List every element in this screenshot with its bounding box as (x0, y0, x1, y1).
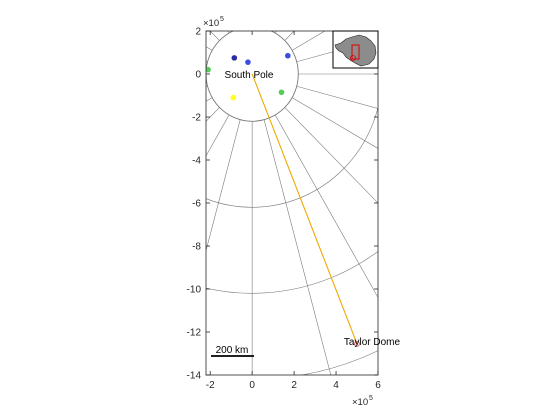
svg-text:×10: ×10 (203, 18, 219, 29)
x-tick-label: 2 (291, 380, 297, 391)
y-tick-label: -4 (192, 156, 201, 167)
antarctica-landmass (334, 34, 377, 67)
svg-text:5: 5 (369, 395, 373, 402)
axes-frame (205, 30, 379, 376)
meridian-line (296, 85, 378, 109)
meridian-line (206, 114, 230, 157)
station-point (285, 52, 291, 59)
station-point (230, 94, 237, 101)
taylor-dome-marker (354, 340, 360, 347)
meridian-line (263, 119, 332, 375)
y-axis-multiplier: ×10 5 (203, 16, 224, 29)
x-axis-multiplier: ×10 5 (352, 395, 373, 408)
y-tick-label: -14 (187, 371, 202, 382)
svg-text:5: 5 (220, 16, 224, 23)
axes (205, 30, 379, 376)
scale-bar: 200 km (211, 345, 254, 357)
station-point (206, 66, 211, 73)
meridian-line (284, 107, 378, 204)
pole-label: South Pole (225, 70, 274, 81)
meridian-line (274, 31, 277, 34)
meridian-line (206, 61, 208, 63)
station-point (245, 59, 251, 65)
y-tick-label: -2 (192, 113, 201, 124)
meridian-line (264, 0, 361, 28)
x-tick-label: 0 (249, 380, 255, 391)
scale-bar-label: 200 km (216, 345, 249, 356)
y-tick-label: 0 (195, 70, 201, 81)
meridian-line (206, 97, 213, 102)
meridian-line (144, 0, 241, 28)
meridian-line (209, 31, 220, 41)
meridian-line (227, 31, 230, 34)
meridian-line (206, 85, 208, 87)
station-point (278, 89, 285, 96)
meridian-line (284, 31, 295, 41)
site-label: Taylor Dome (344, 337, 401, 348)
x-tick-label: 4 (333, 380, 339, 391)
antarctica-locator-inset (332, 30, 379, 69)
x-tick-label: 6 (375, 380, 381, 391)
meridian-line (291, 97, 378, 149)
y-tick-label: -12 (187, 328, 202, 339)
flight-line (251, 73, 358, 345)
y-tick-label: -10 (187, 285, 202, 296)
meridian-line (291, 31, 326, 51)
latitude-circle (299, 350, 378, 375)
meridian-line (274, 114, 378, 299)
inset-pole-marker (350, 55, 356, 61)
y-tick-label: -8 (192, 242, 201, 253)
station-points (206, 52, 360, 347)
meridian-line (206, 119, 241, 252)
x-tick-label: -2 (206, 380, 215, 391)
station-point (231, 55, 238, 61)
y-tick-label: 2 (195, 27, 201, 38)
flight-line-layer (251, 73, 358, 345)
y-tick-label: -6 (192, 199, 201, 210)
meridian-line (206, 46, 213, 51)
tick-labels: -2 0 2 4 6 2 0 -2 -4 -6 -8 -10 -12 -14 (187, 27, 382, 392)
svg-text:×10: ×10 (352, 397, 368, 408)
